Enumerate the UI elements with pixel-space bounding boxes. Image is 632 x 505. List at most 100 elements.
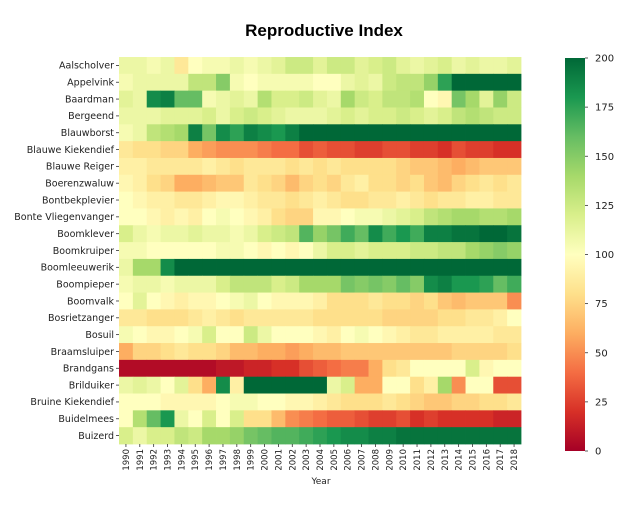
heatmap-cell xyxy=(119,393,134,411)
heatmap-cell xyxy=(257,157,272,176)
heatmap-cell xyxy=(146,174,161,193)
heatmap-cell xyxy=(119,107,134,125)
heatmap-cell xyxy=(132,376,148,394)
heatmap-cell xyxy=(465,73,480,92)
heatmap-cell xyxy=(382,326,397,344)
heatmap-cell xyxy=(160,410,175,428)
heatmap-cell xyxy=(382,174,397,193)
heatmap-cell xyxy=(368,359,383,378)
heatmap-cell xyxy=(451,157,466,176)
heatmap-cell xyxy=(493,309,508,327)
heatmap-cell xyxy=(160,326,175,344)
heatmap-cell xyxy=(479,90,494,108)
heatmap-cell xyxy=(479,326,494,344)
heatmap-cell xyxy=(119,157,134,176)
heatmap-cell xyxy=(437,191,453,209)
heatmap-cell xyxy=(354,191,369,209)
heatmap-cell xyxy=(285,174,300,193)
heatmap-cell xyxy=(493,326,508,344)
heatmap-cell xyxy=(243,410,259,428)
heatmap-cell xyxy=(271,326,286,344)
heatmap-cell xyxy=(479,410,494,428)
heatmap-cell xyxy=(146,191,161,209)
heatmap-cell xyxy=(285,343,300,361)
heatmap-cell xyxy=(340,191,356,209)
heatmap-cell xyxy=(382,141,397,159)
heatmap-cell xyxy=(216,309,231,327)
heatmap-cell xyxy=(216,174,231,193)
heatmap-cell xyxy=(271,343,286,361)
heatmap-cell xyxy=(451,242,466,260)
heatmap-cell xyxy=(271,191,286,209)
heatmap-cell xyxy=(216,258,231,277)
heatmap-cell xyxy=(396,208,411,226)
heatmap-cell xyxy=(229,73,245,92)
heatmap-cell xyxy=(507,292,522,310)
heatmap-cell xyxy=(313,107,328,125)
heatmap-cell xyxy=(119,242,134,260)
heatmap-cell xyxy=(479,174,494,193)
heatmap-cell xyxy=(299,208,314,226)
heatmap-cell xyxy=(243,141,259,159)
heatmap-cell xyxy=(507,393,522,411)
heatmap-cell xyxy=(451,258,466,277)
heatmap-cell xyxy=(146,107,161,125)
y-tick-label: Brandgans xyxy=(63,364,114,375)
heatmap-cell xyxy=(216,208,231,226)
heatmap-cell xyxy=(271,90,286,108)
heatmap-cell xyxy=(202,326,217,344)
heatmap-cell xyxy=(326,242,342,260)
heatmap-cell xyxy=(437,141,453,159)
heatmap-cell xyxy=(132,57,148,75)
colorbar-tick-label: 200 xyxy=(595,54,614,65)
heatmap-cell xyxy=(340,157,356,176)
heatmap-cell xyxy=(340,57,356,75)
heatmap-cell xyxy=(507,410,522,428)
heatmap-cell xyxy=(451,309,466,327)
x-tick-label: 2018 xyxy=(510,449,520,471)
heatmap-cell xyxy=(174,393,189,411)
heatmap-cell xyxy=(216,90,231,108)
heatmap-cell xyxy=(451,107,466,125)
heatmap-cell xyxy=(437,309,453,327)
heatmap-cell xyxy=(340,141,356,159)
heatmap-cell xyxy=(479,393,494,411)
heatmap-cell xyxy=(410,107,425,125)
heatmap-cell xyxy=(354,275,369,293)
heatmap-cell xyxy=(229,393,245,411)
heatmap-cell xyxy=(299,326,314,344)
heatmap-cell xyxy=(368,393,383,411)
heatmap-cell xyxy=(119,57,134,75)
heatmap-cell xyxy=(299,57,314,75)
heatmap-cell xyxy=(465,157,480,176)
heatmap-cell xyxy=(285,191,300,209)
heatmap-cell xyxy=(507,191,522,209)
heatmap-cell xyxy=(410,208,425,226)
heatmap-cell xyxy=(382,376,397,394)
heatmap-cell xyxy=(160,427,175,445)
heatmap-cell xyxy=(216,157,231,176)
heatmap-cell xyxy=(119,326,134,344)
heatmap-cell xyxy=(188,174,203,193)
heatmap-cell xyxy=(493,208,508,226)
heatmap-cell xyxy=(396,191,411,209)
heatmap-cell xyxy=(146,393,161,411)
heatmap-cell xyxy=(354,242,369,260)
heatmap-cell xyxy=(132,124,148,142)
heatmap-cell xyxy=(202,275,217,293)
heatmap-cell xyxy=(285,326,300,344)
heatmap-cell xyxy=(465,292,480,310)
heatmap-cell xyxy=(382,242,397,260)
heatmap-cell xyxy=(257,191,272,209)
y-tick-label: Bosuil xyxy=(85,330,114,341)
y-tick-label: Blauwe Kiekendief xyxy=(27,145,115,156)
y-tick-label: Buidelmees xyxy=(58,414,114,425)
heatmap-cell xyxy=(437,410,453,428)
heatmap-cell xyxy=(326,73,342,92)
heatmap-cell xyxy=(119,191,134,209)
heatmap-cell xyxy=(493,73,508,92)
heatmap-cell xyxy=(229,124,245,142)
heatmap-cell xyxy=(174,57,189,75)
heatmap-cell xyxy=(188,343,203,361)
heatmap-cell xyxy=(160,191,175,209)
